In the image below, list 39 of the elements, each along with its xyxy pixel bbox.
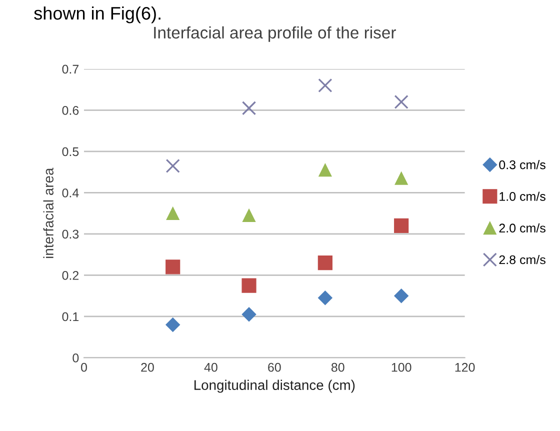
point [242, 278, 256, 293]
y-tick-label: 0.4 [62, 188, 79, 198]
legend-label: 2.0 cm/s [499, 223, 546, 233]
y-tick-label: 0 [72, 354, 79, 362]
point [166, 260, 180, 274]
point [166, 318, 180, 332]
point [318, 78, 332, 93]
point [318, 163, 332, 177]
x-tick-label: 120 [455, 362, 475, 372]
x-tick-label: 0 [81, 362, 87, 372]
point [318, 256, 332, 270]
y-tick-label: 0.7 [62, 64, 79, 74]
x-axis-title: Longitudinal distance (cm) [194, 380, 355, 393]
y-tick-label: 0.3 [62, 230, 79, 239]
legend-label: 2.8 cm/s [499, 254, 546, 264]
x-tick-label: 100 [392, 362, 412, 372]
legend-label: 1.0 cm/s [500, 192, 546, 201]
point [242, 101, 256, 116]
y-tick-label: 0.1 [62, 312, 79, 322]
x-tick-label: 40 [204, 362, 218, 372]
y-tick-label: 0.2 [62, 271, 79, 280]
y-tick-label: 0.5 [62, 147, 79, 156]
point [394, 94, 408, 110]
x-tick-label: 20 [141, 362, 154, 372]
y-tick-label: 0.6 [62, 106, 79, 115]
point [242, 208, 256, 222]
point [242, 307, 256, 322]
point [394, 218, 409, 234]
y-axis-title: interfacial area [43, 168, 54, 258]
point [166, 206, 180, 220]
point [394, 288, 409, 304]
x-tick-label: 80 [331, 362, 344, 372]
point [166, 158, 180, 173]
x-tick-label: 60 [268, 362, 281, 372]
legend-label: 0.3 cm/s [499, 160, 546, 170]
text: shown in Fig(6). [34, 6, 160, 24]
point [318, 290, 332, 306]
chart-title: Interfacial area profile of the riser [154, 26, 396, 42]
point [394, 172, 408, 185]
